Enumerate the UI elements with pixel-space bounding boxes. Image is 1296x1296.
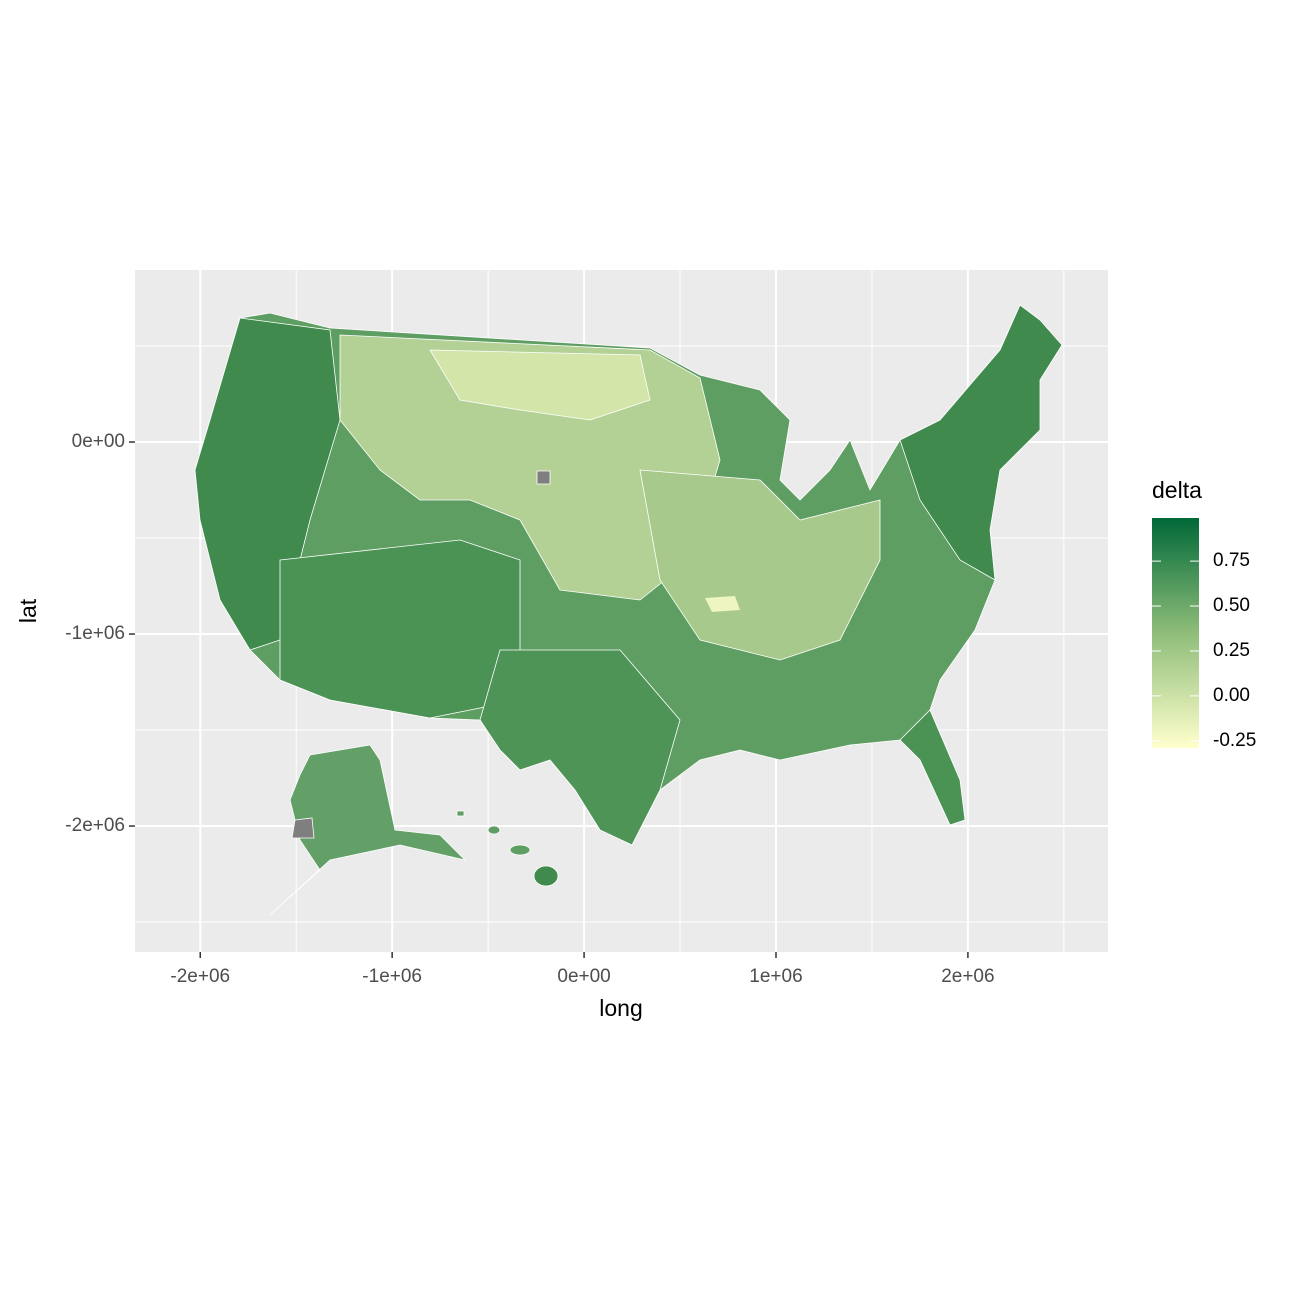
x-tick-label: -2e+06 bbox=[170, 966, 230, 987]
midwest-region bbox=[639, 469, 881, 661]
light-spot bbox=[705, 596, 740, 612]
texas-region bbox=[479, 649, 681, 846]
legend-tick-label: 0.25 bbox=[1213, 640, 1250, 661]
northeast-region bbox=[899, 304, 1063, 581]
alaska-missing bbox=[291, 817, 315, 839]
alaska bbox=[269, 744, 467, 916]
legend-tick-label: 0.75 bbox=[1213, 550, 1250, 571]
hawaii bbox=[533, 865, 559, 887]
colorbar bbox=[1152, 518, 1199, 748]
axes: -2e+06 -1e+06 0e+00 1e+06 2e+06 -2e+06 -1e+06 0… bbox=[65, 431, 994, 987]
hawaii bbox=[456, 810, 465, 817]
y-axis-title: lat bbox=[15, 598, 41, 623]
missing-area bbox=[536, 470, 551, 485]
y-tick-label: -2e+06 bbox=[65, 815, 125, 836]
x-axis-title: long bbox=[599, 995, 642, 1021]
hawaii bbox=[487, 825, 501, 835]
north-plains bbox=[429, 349, 651, 421]
legend-title: delta bbox=[1152, 477, 1202, 503]
x-tick-label: -1e+06 bbox=[362, 966, 422, 987]
y-tick-label: -1e+06 bbox=[65, 623, 125, 644]
legend-tick-label: -0.25 bbox=[1213, 730, 1256, 751]
west-region bbox=[194, 317, 341, 651]
x-tick-label: 0e+00 bbox=[557, 966, 610, 987]
legend: -0.25 0.00 0.25 0.50 0.75 bbox=[1152, 550, 1256, 751]
hawaii bbox=[509, 844, 531, 856]
x-tick-label: 2e+06 bbox=[941, 966, 994, 987]
x-tick-label: 1e+06 bbox=[749, 966, 802, 987]
map bbox=[194, 304, 1063, 916]
legend-tick-label: 0.50 bbox=[1213, 595, 1250, 616]
southwest-region bbox=[279, 539, 521, 719]
legend-tick-label: 0.00 bbox=[1213, 685, 1250, 706]
florida-region bbox=[899, 709, 966, 826]
y-tick-label: 0e+00 bbox=[72, 431, 125, 452]
